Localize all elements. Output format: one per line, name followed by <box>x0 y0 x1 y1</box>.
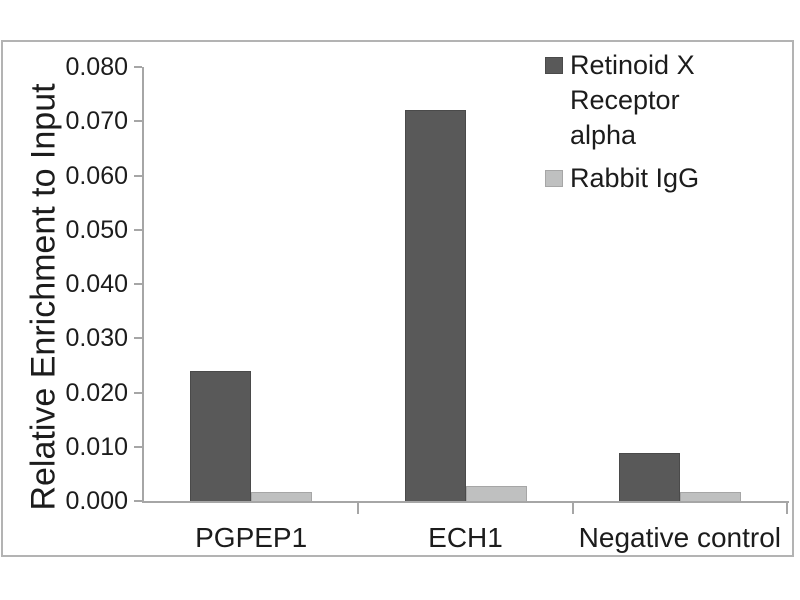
bar-retinoid-x-receptor-alpha-ech1 <box>404 110 466 501</box>
legend-swatch-icon <box>545 170 563 187</box>
y-tick-label: 0.010 <box>65 432 128 461</box>
y-tick-label: 0.000 <box>65 487 128 515</box>
y-axis-line <box>142 67 144 503</box>
category-label-negative-control: Negative control <box>578 522 781 553</box>
x-axis-line <box>142 501 789 503</box>
y-tick <box>134 337 142 340</box>
bar-retinoid-x-receptor-alpha-pgpep1 <box>190 370 252 501</box>
legend-label: Rabbit IgG <box>570 163 700 193</box>
bar-rabbit-igg-ech1 <box>465 486 527 501</box>
bar-rabbit-igg-pgpep1 <box>251 491 313 501</box>
legend: Retinoid X Receptor alpha Rabbit IgG <box>545 48 800 196</box>
y-tick <box>134 120 142 123</box>
y-tick <box>134 66 142 68</box>
legend-item-rabbit-igg: Rabbit IgG <box>545 161 800 196</box>
y-tick-label: 0.070 <box>65 107 128 136</box>
x-tick <box>786 503 788 514</box>
legend-item-retinoid-x-receptor-alpha: Retinoid X Receptor alpha <box>545 48 800 153</box>
bar-rabbit-igg-negative-control <box>679 491 741 501</box>
legend-label: Retinoid X Receptor alpha <box>570 50 695 150</box>
y-tick-label: 0.030 <box>65 324 128 353</box>
y-tick <box>134 174 142 177</box>
y-tick <box>134 445 142 448</box>
y-tick-label: 0.020 <box>65 378 128 407</box>
category-label-pgpep1: PGPEP1 <box>195 522 308 553</box>
y-tick <box>134 500 142 502</box>
x-tick <box>571 503 574 514</box>
x-tick <box>357 503 360 514</box>
y-tick-label: 0.080 <box>65 53 128 81</box>
bar-retinoid-x-receptor-alpha-negative-control <box>618 453 680 501</box>
category-label-ech1: ECH1 <box>428 522 503 553</box>
legend-swatch-icon <box>545 57 563 74</box>
y-tick <box>134 283 142 285</box>
y-tick <box>134 228 142 231</box>
y-tick-label: 0.040 <box>65 270 128 298</box>
y-tick <box>134 391 142 394</box>
y-tick-label: 0.060 <box>65 161 128 190</box>
y-tick-label: 0.050 <box>65 215 128 244</box>
